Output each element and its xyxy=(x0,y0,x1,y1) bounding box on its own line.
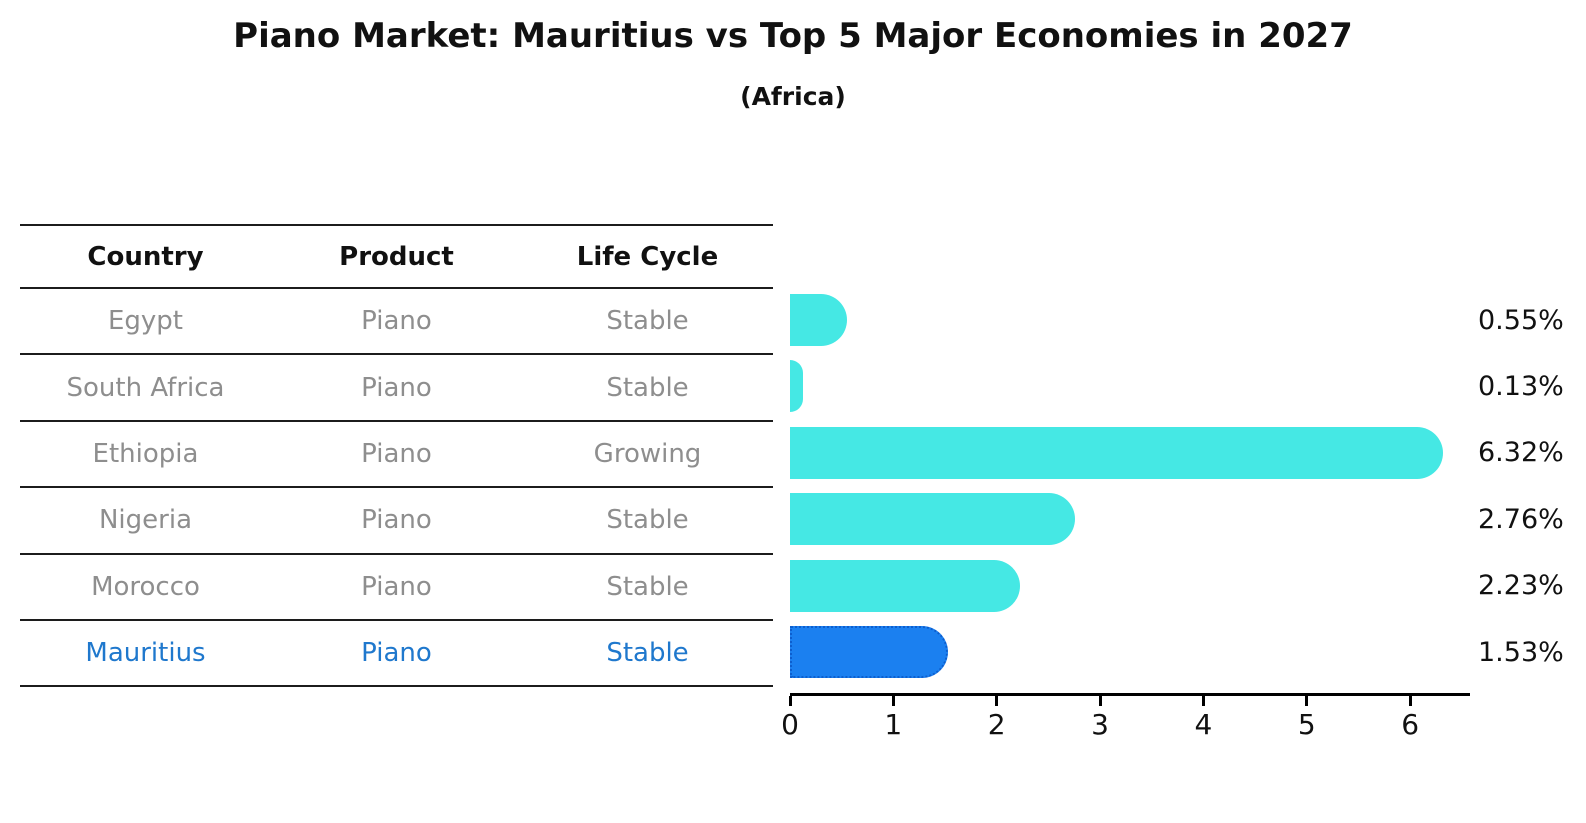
table-cell-life-cycle: Stable xyxy=(606,571,689,602)
bar-plot-area xyxy=(790,287,1467,686)
table-row: Egypt Piano Stable xyxy=(20,289,773,356)
table-header-row: Country Product Life Cycle xyxy=(20,226,773,289)
table-header-country: Country xyxy=(87,241,204,272)
x-axis-tick xyxy=(891,696,895,706)
table-cell-country: South Africa xyxy=(66,372,225,403)
value-label: 6.32% xyxy=(1478,437,1564,469)
bar-mauritius xyxy=(790,626,949,678)
bar-row xyxy=(790,353,1467,419)
table-cell-product: Piano xyxy=(361,571,432,602)
table-cell-country: Nigeria xyxy=(98,505,193,536)
x-axis-tick-label: 2 xyxy=(987,708,1006,741)
bar-south-africa xyxy=(790,360,804,413)
table-cell-life-cycle: Stable xyxy=(606,306,689,337)
bar-morocco xyxy=(790,559,1021,612)
bar-row xyxy=(790,486,1467,552)
table-cell-product: Piano xyxy=(361,306,432,337)
chart-title: Piano Market: Mauritius vs Top 5 Major E… xyxy=(233,16,1353,56)
chart-subtitle: (Africa) xyxy=(740,82,846,111)
x-axis-tick-label: 5 xyxy=(1297,708,1316,741)
x-axis-tick xyxy=(1201,696,1205,706)
x-axis-tick xyxy=(1408,696,1412,706)
table-cell-product: Piano xyxy=(361,438,432,469)
table-cell-life-cycle: Stable xyxy=(606,505,689,536)
table-body: Egypt Piano Stable South Africa Piano Stable E… xyxy=(20,289,773,688)
x-axis-tick-label: 6 xyxy=(1401,708,1420,741)
table-row: South Africa Piano Stable xyxy=(20,355,773,422)
table-cell-life-cycle: Stable xyxy=(606,638,689,669)
value-label: 0.55% xyxy=(1478,304,1564,336)
x-axis-tick-label: 4 xyxy=(1194,708,1213,741)
bar-ethiopia xyxy=(790,426,1444,479)
value-label: 1.53% xyxy=(1478,636,1564,668)
table-cell-country: Ethiopia xyxy=(92,438,199,469)
table-header-life-cycle: Life Cycle xyxy=(576,241,719,272)
table-row: Morocco Piano Stable xyxy=(20,555,773,621)
country-table: Country Product Life Cycle Egypt Piano Sta… xyxy=(20,224,773,688)
value-label: 2.23% xyxy=(1478,570,1564,602)
x-axis-line xyxy=(790,693,1470,696)
table-row: Nigeria Piano Stable xyxy=(20,488,773,555)
x-axis-tick-label: 3 xyxy=(1091,708,1109,741)
x-axis-tick xyxy=(1305,696,1309,706)
value-label: 0.13% xyxy=(1478,371,1564,403)
bar-egypt xyxy=(790,294,847,346)
x-axis-tick xyxy=(995,696,999,706)
table-cell-life-cycle: Stable xyxy=(606,372,689,403)
bar-nigeria xyxy=(790,493,1076,546)
table-row: Mauritius Piano Stable xyxy=(20,621,773,688)
value-label: 2.76% xyxy=(1478,503,1564,535)
table-cell-product: Piano xyxy=(361,505,432,536)
bar-row xyxy=(790,619,1467,685)
table-cell-life-cycle: Growing xyxy=(593,438,702,469)
table-cell-country: Morocco xyxy=(91,571,200,602)
x-axis-tick-label: 0 xyxy=(781,708,799,741)
table-cell-product: Piano xyxy=(361,372,432,403)
x-axis-tick-label: 1 xyxy=(884,708,903,741)
x-axis-tick xyxy=(1098,696,1102,706)
x-axis-tick xyxy=(788,696,792,706)
table-cell-country: Egypt xyxy=(107,306,184,337)
bar-row xyxy=(790,287,1467,353)
table-header-product: Product xyxy=(339,241,454,272)
table-cell-country: Mauritius xyxy=(85,638,206,669)
bar-row xyxy=(790,553,1467,619)
table-row: Ethiopia Piano Growing xyxy=(20,422,773,489)
table-cell-product: Piano xyxy=(361,638,432,669)
bar-row xyxy=(790,420,1467,486)
